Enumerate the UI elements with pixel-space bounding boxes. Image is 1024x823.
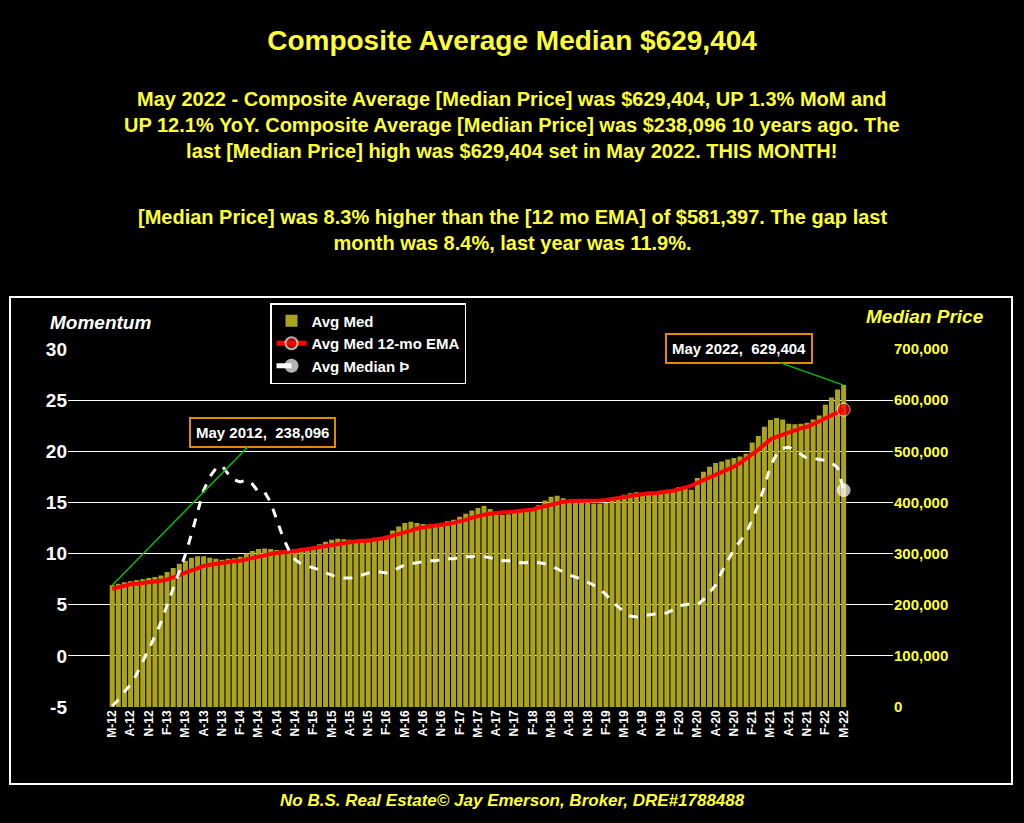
svg-text:F-22: F-22 <box>818 710 832 735</box>
svg-text:F-15: F-15 <box>306 710 320 735</box>
svg-text:[Median Price] was 8.3% higher: [Median Price] was 8.3% higher than the … <box>138 206 887 254</box>
svg-text:N-20: N-20 <box>727 710 741 736</box>
svg-text:M-20: M-20 <box>690 710 704 738</box>
svg-text:N-18: N-18 <box>581 710 595 736</box>
svg-text:A-20: A-20 <box>709 710 723 736</box>
svg-text:700,000: 700,000 <box>894 340 948 357</box>
svg-text:A-14: A-14 <box>270 710 284 736</box>
svg-text:-5: -5 <box>50 697 67 718</box>
svg-text:F-21: F-21 <box>745 710 759 735</box>
svg-text:100,000: 100,000 <box>894 647 948 664</box>
svg-text:Composite Average Median $629,: Composite Average Median $629,404 <box>267 25 757 56</box>
svg-text:Avg Med 12-mo EMA: Avg Med 12-mo EMA <box>312 335 460 352</box>
svg-text:A-12: A-12 <box>123 710 137 736</box>
svg-text:Momentum: Momentum <box>50 312 151 333</box>
svg-text:A-13: A-13 <box>197 710 211 736</box>
svg-text:5: 5 <box>56 594 67 615</box>
svg-text:F-20: F-20 <box>672 710 686 735</box>
svg-text:N-13: N-13 <box>215 710 229 736</box>
svg-text:F-17: F-17 <box>453 710 467 735</box>
svg-text:A-21: A-21 <box>782 710 796 736</box>
svg-text:Avg Median Þ: Avg Median Þ <box>312 358 410 375</box>
svg-text:0: 0 <box>894 698 902 715</box>
svg-text:500,000: 500,000 <box>894 443 948 460</box>
svg-text:A-17: A-17 <box>489 710 503 736</box>
svg-text:N-17: N-17 <box>507 710 521 736</box>
svg-text:May 2022 - Composite Average [: May 2022 - Composite Average [Median Pri… <box>124 88 900 162</box>
svg-text:20: 20 <box>46 441 67 462</box>
svg-text:N-21: N-21 <box>800 710 814 736</box>
svg-text:A-15: A-15 <box>343 710 357 736</box>
svg-text:M-14: M-14 <box>251 710 265 738</box>
svg-text:0: 0 <box>56 646 67 667</box>
svg-text:10: 10 <box>46 543 67 564</box>
svg-text:M-21: M-21 <box>763 710 777 738</box>
svg-text:F-18: F-18 <box>526 710 540 735</box>
svg-text:F-13: F-13 <box>160 710 174 735</box>
svg-text:N-14: N-14 <box>288 710 302 736</box>
svg-text:M-13: M-13 <box>178 710 192 738</box>
svg-text:25: 25 <box>46 390 68 411</box>
svg-text:May 2012, 238,096: May 2012, 238,096 <box>196 424 329 441</box>
svg-text:M-19: M-19 <box>617 710 631 738</box>
svg-text:N-16: N-16 <box>434 710 448 736</box>
svg-text:N-19: N-19 <box>654 710 668 736</box>
svg-text:M-15: M-15 <box>325 710 339 738</box>
svg-text:M-12: M-12 <box>105 710 119 738</box>
svg-text:Avg Med: Avg Med <box>312 313 374 330</box>
svg-text:400,000: 400,000 <box>894 494 948 511</box>
svg-text:F-16: F-16 <box>379 710 393 735</box>
svg-text:Median Price: Median Price <box>866 306 984 327</box>
svg-text:200,000: 200,000 <box>894 596 948 613</box>
svg-text:F-14: F-14 <box>233 710 247 735</box>
svg-text:N-12: N-12 <box>142 710 156 736</box>
svg-text:May 2022, 629,404: May 2022, 629,404 <box>672 340 806 357</box>
svg-text:A-18: A-18 <box>562 710 576 736</box>
svg-text:M-18: M-18 <box>544 710 558 738</box>
svg-text:600,000: 600,000 <box>894 391 948 408</box>
svg-text:M-17: M-17 <box>471 710 485 738</box>
svg-text:F-19: F-19 <box>599 710 613 735</box>
svg-text:A-16: A-16 <box>416 710 430 736</box>
svg-text:A-19: A-19 <box>635 710 649 736</box>
svg-text:M-16: M-16 <box>398 710 412 738</box>
svg-text:15: 15 <box>46 492 68 513</box>
svg-text:30: 30 <box>46 339 67 360</box>
svg-text:No B.S. Real Estate© Jay Emers: No B.S. Real Estate© Jay Emerson, Broker… <box>280 791 745 810</box>
svg-text:300,000: 300,000 <box>894 545 948 562</box>
svg-text:N-15: N-15 <box>361 710 375 736</box>
svg-text:M-22: M-22 <box>837 710 851 738</box>
